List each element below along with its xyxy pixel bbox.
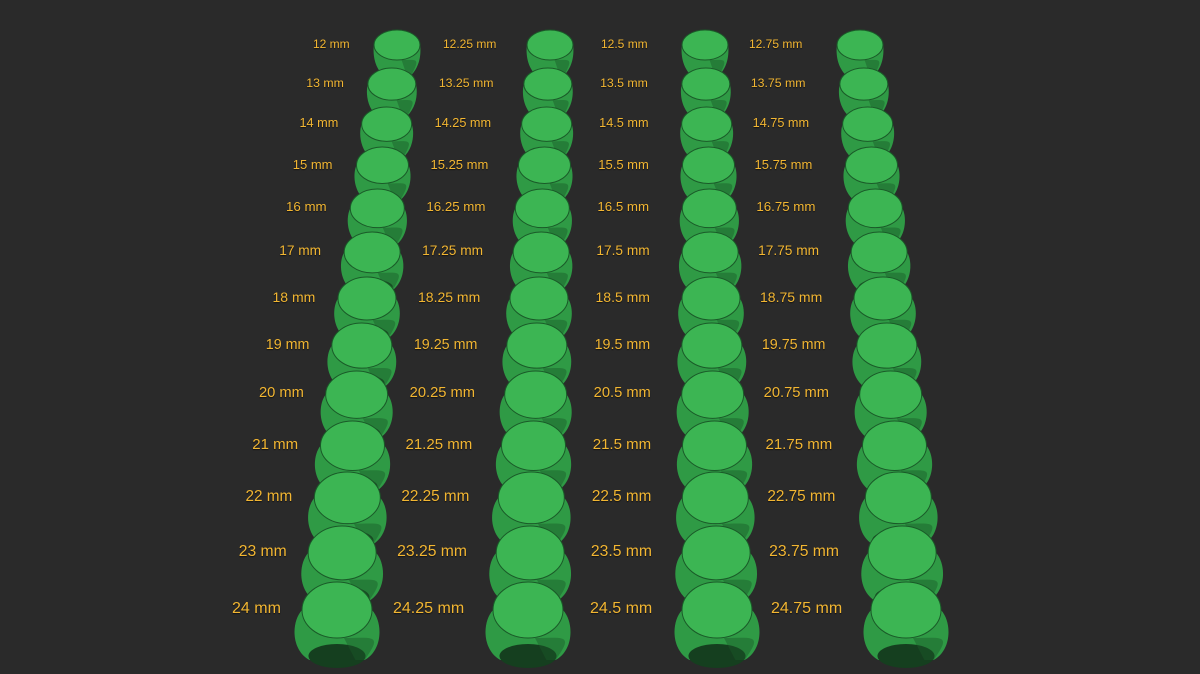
size-label: 20.25 mm bbox=[409, 385, 475, 402]
size-label: 18 mm bbox=[272, 288, 316, 305]
size-label: 20.75 mm bbox=[763, 385, 829, 402]
size-label: 16 mm bbox=[286, 199, 327, 215]
size-label: 20 mm bbox=[259, 385, 304, 402]
ring-model bbox=[681, 29, 729, 75]
size-label: 12.5 mm bbox=[601, 37, 648, 52]
size-label: 13.75 mm bbox=[750, 75, 806, 90]
size-label: 19.25 mm bbox=[413, 336, 478, 353]
ring-model bbox=[674, 581, 760, 668]
size-label: 22.25 mm bbox=[401, 488, 470, 506]
size-label: 21 mm bbox=[252, 436, 299, 454]
ring-model bbox=[836, 29, 884, 75]
size-label: 23.75 mm bbox=[769, 542, 839, 560]
size-label: 15.5 mm bbox=[598, 156, 649, 172]
ring-model bbox=[373, 29, 421, 75]
size-label: 17.25 mm bbox=[422, 243, 484, 259]
size-label: 21.25 mm bbox=[405, 436, 473, 454]
size-label: 12.75 mm bbox=[749, 37, 803, 52]
ring-model bbox=[863, 581, 949, 668]
size-label: 24.25 mm bbox=[393, 599, 465, 617]
size-label: 15.25 mm bbox=[430, 156, 489, 172]
size-label: 16.75 mm bbox=[756, 199, 816, 215]
size-label: 24.5 mm bbox=[590, 599, 653, 617]
size-label: 14.5 mm bbox=[599, 115, 649, 130]
ring-model bbox=[523, 67, 574, 116]
size-label: 14.75 mm bbox=[752, 115, 810, 130]
size-label: 17.5 mm bbox=[596, 243, 650, 259]
size-label: 21.75 mm bbox=[765, 436, 833, 454]
size-label: 18.5 mm bbox=[595, 288, 650, 305]
ring-model bbox=[485, 581, 571, 668]
size-label: 23 mm bbox=[238, 542, 287, 560]
size-label: 22.75 mm bbox=[767, 488, 836, 506]
size-label: 12 mm bbox=[313, 37, 350, 52]
size-label: 17 mm bbox=[279, 243, 322, 259]
size-label: 18.25 mm bbox=[418, 288, 481, 305]
size-label: 16.25 mm bbox=[426, 199, 486, 215]
size-label: 13.25 mm bbox=[438, 75, 494, 90]
size-label: 23.25 mm bbox=[397, 542, 467, 560]
size-label: 23.5 mm bbox=[590, 542, 652, 560]
size-label: 22 mm bbox=[245, 488, 293, 506]
size-label: 15 mm bbox=[292, 156, 333, 172]
size-label: 22.5 mm bbox=[591, 488, 652, 506]
size-label: 13 mm bbox=[306, 75, 344, 90]
size-label: 20.5 mm bbox=[593, 385, 651, 402]
size-label: 12.25 mm bbox=[443, 37, 497, 52]
size-label: 24.75 mm bbox=[771, 599, 843, 617]
size-label: 24 mm bbox=[232, 599, 281, 617]
size-label: 14 mm bbox=[299, 115, 339, 130]
size-label: 14.25 mm bbox=[434, 115, 492, 130]
ring-model bbox=[367, 67, 417, 116]
size-label: 19.5 mm bbox=[594, 336, 651, 353]
ring-model bbox=[838, 67, 889, 116]
ring-model bbox=[681, 67, 731, 116]
size-label: 18.75 mm bbox=[760, 288, 823, 305]
ring-model bbox=[294, 581, 380, 668]
size-label: 19 mm bbox=[265, 336, 310, 353]
ring-model bbox=[526, 29, 574, 75]
size-label: 16.5 mm bbox=[597, 199, 650, 215]
size-label: 21.5 mm bbox=[592, 436, 652, 454]
size-label: 17.75 mm bbox=[758, 243, 820, 259]
size-label: 19.75 mm bbox=[761, 336, 826, 353]
size-label: 13.5 mm bbox=[600, 75, 648, 90]
size-label: 15.75 mm bbox=[754, 156, 813, 172]
